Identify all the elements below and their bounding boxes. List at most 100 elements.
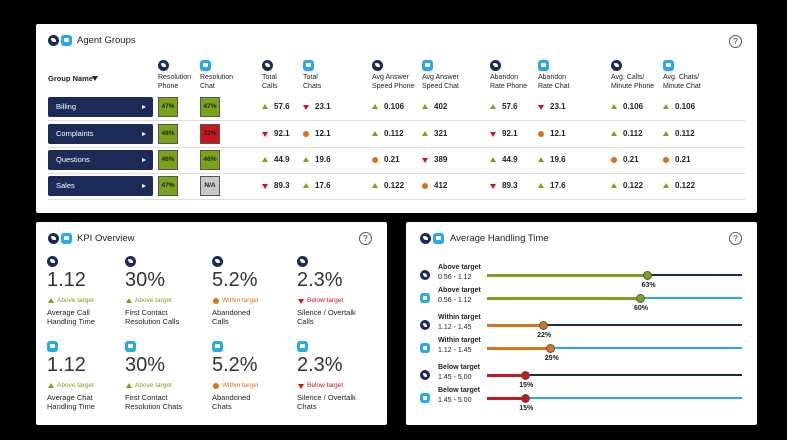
metric-value: 0.106 — [675, 102, 696, 111]
help-button[interactable]: ? — [729, 35, 742, 48]
metric-value: 92.1 — [502, 129, 518, 138]
slider-knob[interactable] — [538, 320, 548, 330]
group-button[interactable]: Billing — [48, 97, 153, 117]
metric-value: 0.21 — [623, 155, 639, 164]
slider-knob[interactable] — [520, 393, 530, 403]
resolution-cell: N/A — [200, 176, 220, 196]
aht-label: Above target — [438, 287, 481, 294]
aht-label: Above target — [438, 264, 481, 271]
chat-icon — [61, 35, 72, 46]
phone-icon — [420, 320, 430, 330]
slider-fill — [487, 296, 640, 300]
indicator-flat — [611, 157, 617, 163]
indicator-up — [372, 131, 378, 136]
kpi-status: Above target — [135, 382, 172, 389]
slider-knob[interactable] — [635, 293, 645, 303]
kpi-status: Above target — [57, 297, 94, 304]
indicator-up — [262, 104, 268, 109]
phone-icon — [48, 233, 59, 244]
group-button[interactable]: Questions — [48, 150, 153, 170]
indicator-up — [422, 131, 428, 136]
metric-value: 19.6 — [550, 155, 566, 164]
phone-icon — [372, 60, 383, 71]
metric-value: 57.6 — [274, 102, 290, 111]
chat-icon — [61, 233, 72, 244]
icon-glyph — [300, 344, 305, 349]
phone-icon — [611, 60, 622, 71]
metric-value: 0.106 — [623, 102, 644, 111]
icon-glyph — [375, 63, 380, 68]
indicator-down — [298, 299, 304, 304]
phone-icon — [420, 233, 431, 244]
icon-glyph — [51, 236, 56, 241]
slider-knob[interactable] — [546, 343, 556, 353]
slider-fill — [487, 346, 551, 350]
indicator-flat — [422, 183, 428, 189]
resolution-cell: 48% — [158, 124, 178, 144]
group-button[interactable]: Complaints — [48, 124, 153, 144]
indicator-up — [303, 183, 309, 188]
icon-glyph — [423, 273, 427, 277]
chat-icon — [47, 341, 58, 352]
column-header: Chat — [200, 83, 215, 90]
kpi-label: Chats — [212, 402, 232, 411]
help-button[interactable]: ? — [729, 232, 742, 245]
chat-icon — [200, 60, 211, 71]
kpi-value: 5.2% — [212, 354, 258, 376]
help-button[interactable]: ? — [359, 232, 372, 245]
kpi-status: Within target — [222, 297, 259, 304]
icon-glyph — [300, 259, 305, 264]
phone-icon — [420, 270, 430, 280]
aht-range: 0.56 - 1.12 — [438, 274, 472, 281]
slider-value: 60% — [634, 305, 649, 312]
indicator-up — [48, 383, 54, 388]
column-header: Speed Chat — [422, 83, 459, 90]
icon-glyph — [436, 236, 441, 241]
slider-knob[interactable] — [643, 270, 653, 280]
panel-title: Agent Groups — [77, 35, 136, 46]
kpi-status: Above target — [57, 382, 94, 389]
column-header: Minute Phone — [611, 83, 655, 90]
column-header: Resolution — [158, 74, 192, 81]
icon-glyph — [50, 344, 55, 349]
column-header: Minute Chat — [663, 83, 701, 90]
kpi-status: Above target — [135, 297, 172, 304]
chat-icon — [297, 341, 308, 352]
indicator-down — [538, 105, 544, 110]
slider-knob[interactable] — [520, 370, 530, 380]
icon-glyph — [265, 63, 270, 68]
indicator-up — [262, 157, 268, 162]
metric-value: 0.122 — [623, 181, 644, 190]
phone-icon — [490, 60, 501, 71]
resolution-cell: 32% — [200, 124, 220, 144]
kpi-label: Silence / Overtalk — [297, 308, 356, 317]
icon-glyph — [423, 323, 427, 327]
metric-value: 89.3 — [502, 181, 518, 190]
row-separator — [48, 199, 745, 200]
phone-icon — [297, 256, 308, 267]
metric-value: 0.122 — [384, 181, 405, 190]
indicator-flat — [663, 157, 669, 163]
group-button[interactable]: Sales — [48, 176, 153, 196]
panel-title: KPI Overview — [77, 233, 135, 244]
indicator-up — [611, 131, 617, 136]
column-header: Chats — [303, 83, 322, 90]
phone-icon — [420, 370, 430, 380]
chat-icon — [420, 343, 430, 353]
indicator-up — [126, 383, 132, 388]
indicator-up — [611, 183, 617, 188]
indicator-down — [422, 158, 428, 163]
indicator-up — [48, 298, 54, 303]
aht-range: 0.56 - 1.12 — [438, 297, 472, 304]
metric-value: 17.6 — [315, 181, 331, 190]
indicator-down — [298, 384, 304, 389]
slider-fill — [487, 323, 544, 327]
icon-glyph — [423, 373, 427, 377]
metric-value: 412 — [434, 181, 448, 190]
column-header: Avg. Calls/ — [611, 74, 645, 81]
resolution-cell: 47% — [200, 97, 220, 117]
column-header: Abandon — [490, 74, 519, 81]
slider-value: 63% — [641, 282, 656, 289]
kpi-label: Calls — [212, 317, 229, 326]
